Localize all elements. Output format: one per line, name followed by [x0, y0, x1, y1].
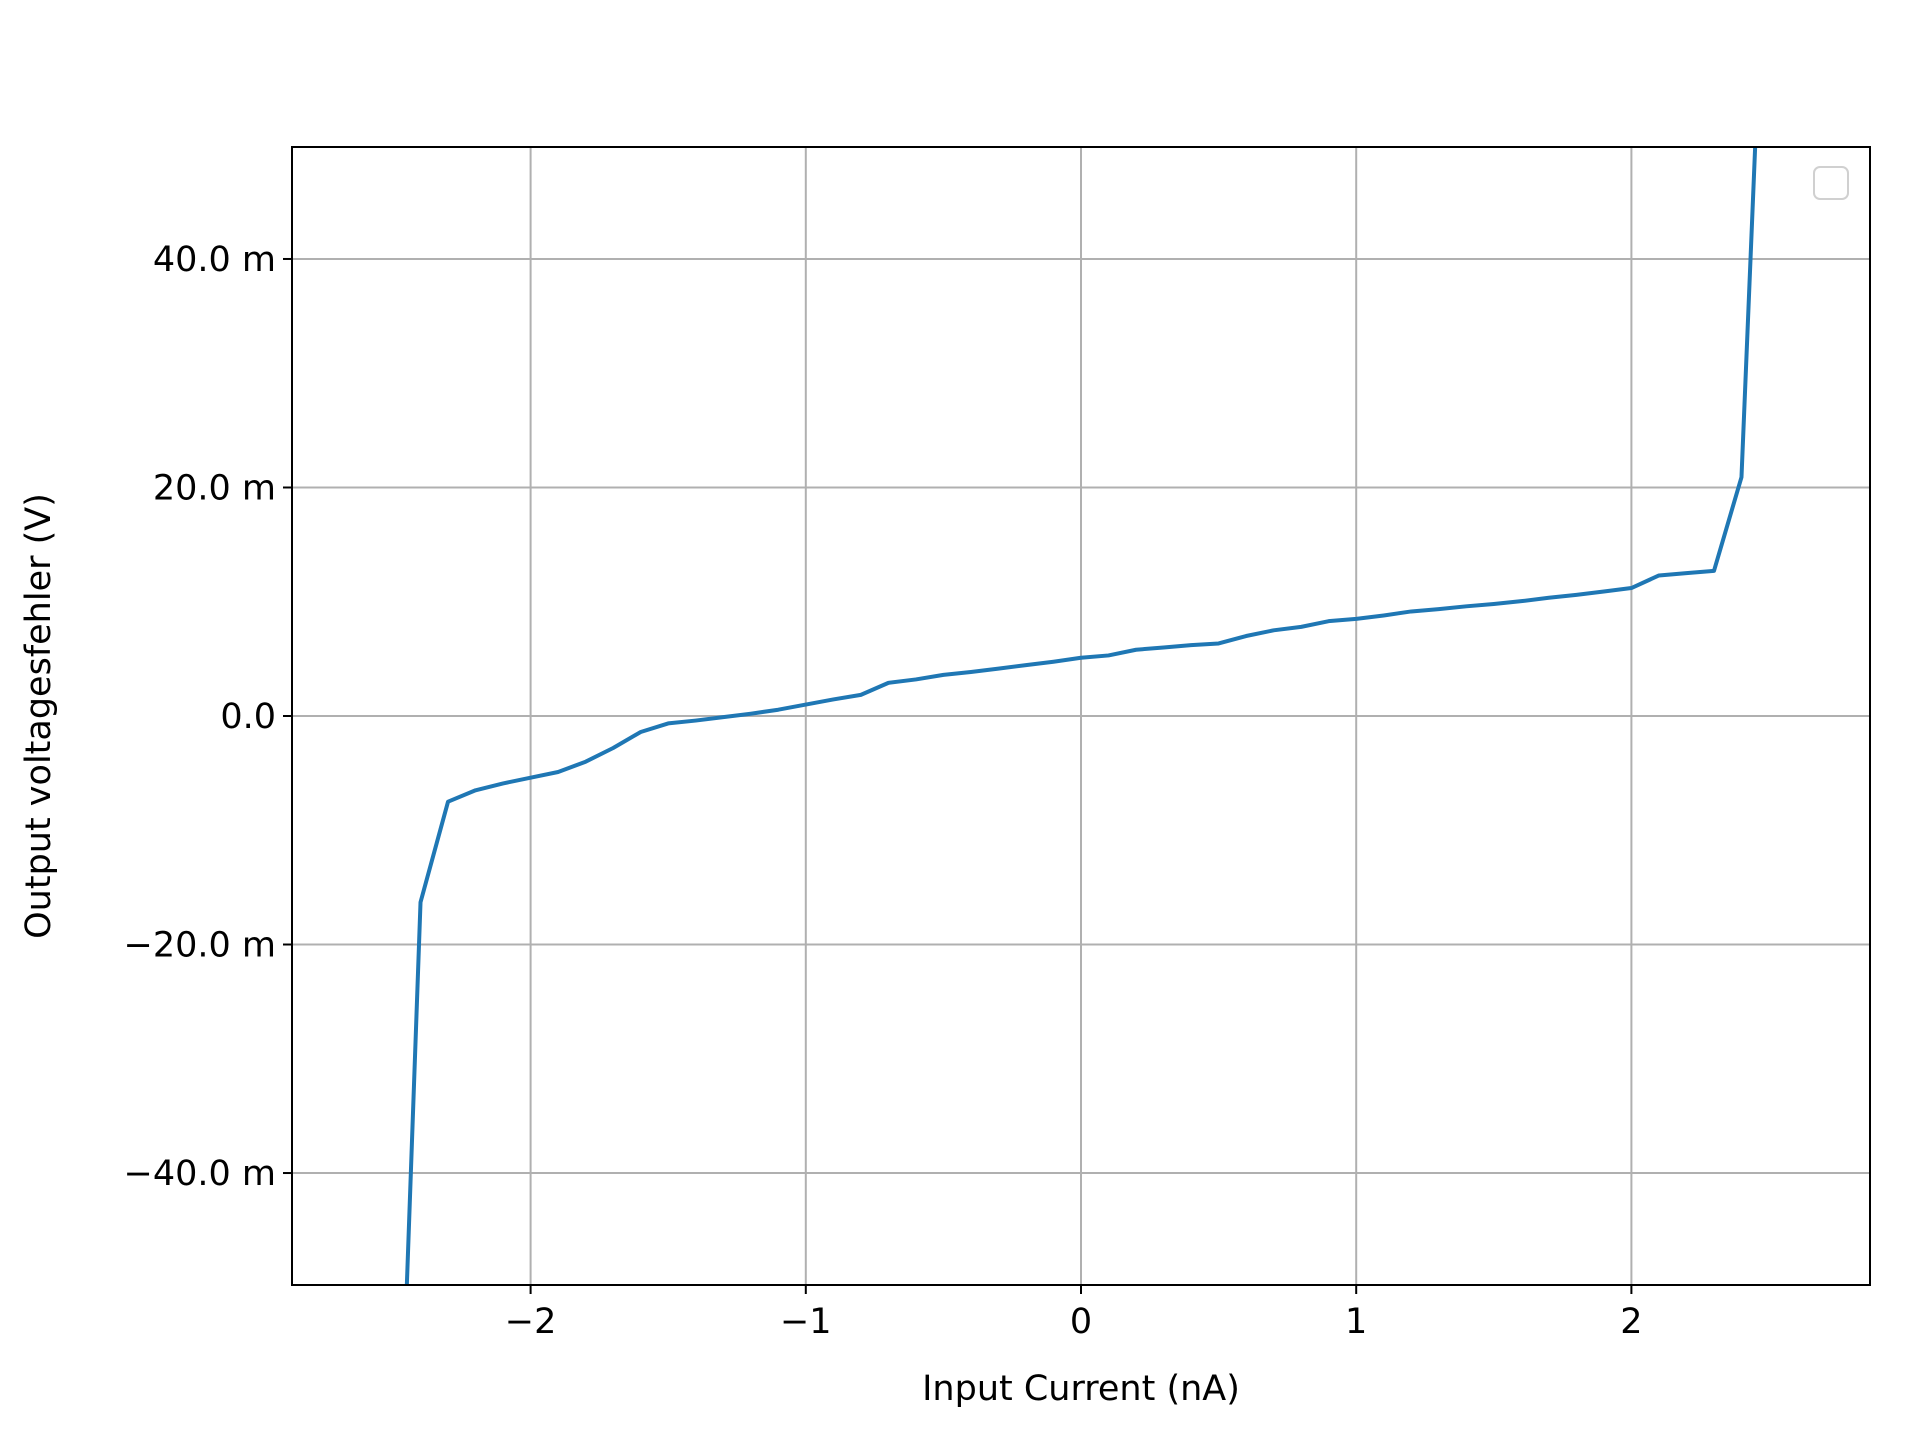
y-axis-label: Output voltagesfehler (V) — [19, 493, 59, 939]
x-tick-label: −1 — [780, 1302, 832, 1342]
x-axis-label: Input Current (nA) — [922, 1369, 1240, 1409]
legend-box — [1813, 166, 1849, 200]
y-tick-label: 0.0 — [220, 697, 276, 737]
y-tick-label: 20.0 m — [153, 468, 276, 508]
data-line — [404, 147, 1758, 1285]
x-tick-label: 0 — [1070, 1302, 1092, 1342]
plot-area — [404, 147, 1758, 1285]
ticks: −2 −1 0 1 2 −40.0 m −20.0 m 0.0 20.0 m 40.0 m — [124, 240, 1643, 1342]
x-tick-label: 2 — [1620, 1302, 1642, 1342]
y-tick-label: 40.0 m — [153, 240, 276, 280]
grid — [292, 147, 1870, 1285]
x-tick-label: 1 — [1345, 1302, 1367, 1342]
x-tick-label: −2 — [505, 1302, 557, 1342]
y-tick-label: −40.0 m — [124, 1154, 276, 1194]
y-tick-label: −20.0 m — [124, 926, 276, 966]
